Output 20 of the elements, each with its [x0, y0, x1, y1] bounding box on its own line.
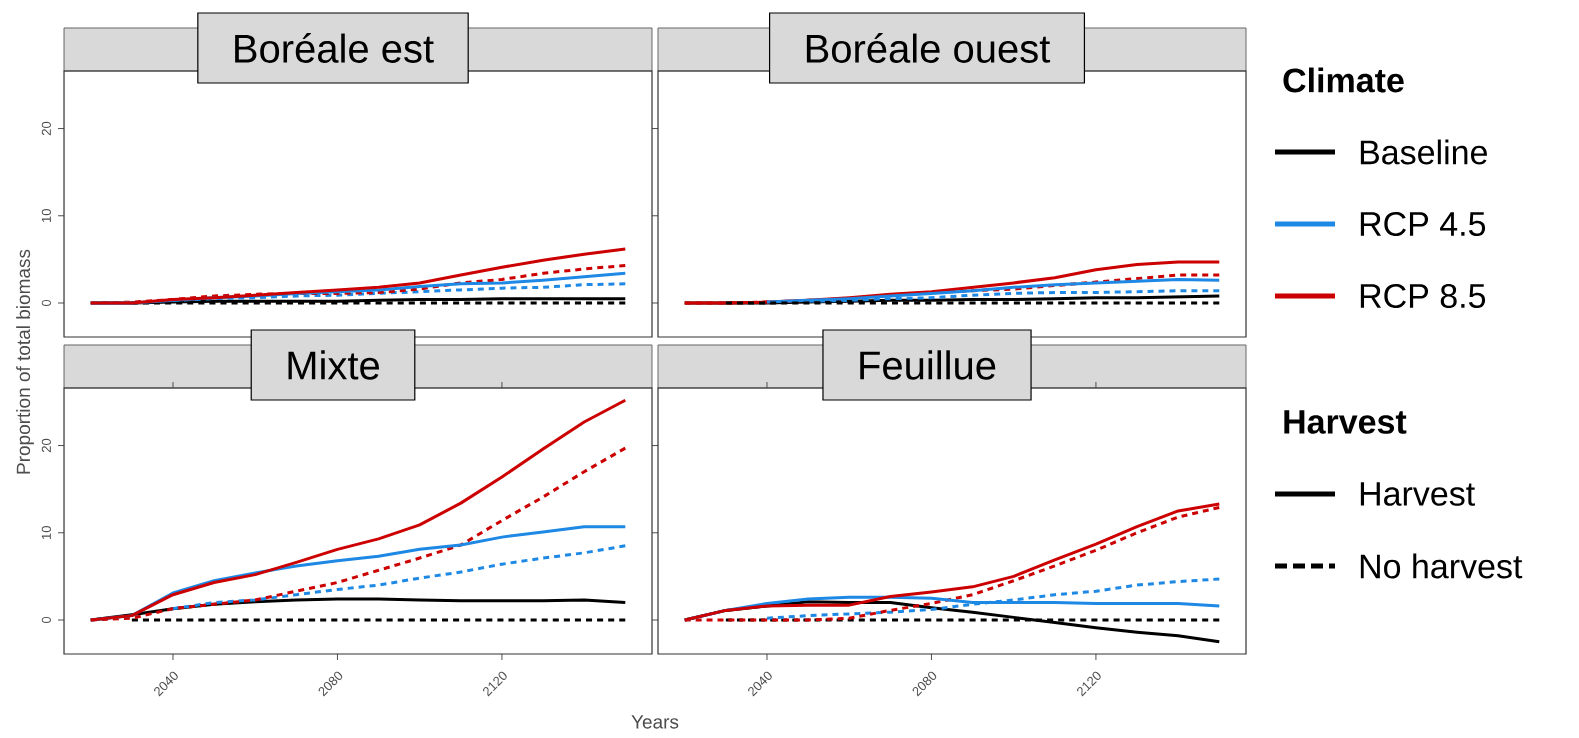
- legend-title: Climate: [1283, 67, 1404, 93]
- y-tick-label: 10: [41, 209, 51, 222]
- y-tick-label: 20: [41, 121, 51, 136]
- y-tick-label: 0: [41, 299, 51, 307]
- y-tick-label: 20: [41, 438, 51, 453]
- legend-label: RCP 4.5: [1360, 211, 1486, 237]
- chart-title: Mixte: [288, 350, 379, 380]
- y-tick-label: 10: [41, 526, 51, 539]
- legend-label: No harvest: [1360, 553, 1523, 579]
- chart-title: Boréale ouest: [806, 33, 1051, 63]
- legend-title: Harvest: [1284, 410, 1407, 434]
- legend-label: Baseline: [1360, 139, 1487, 165]
- legend-label: Harvest: [1360, 482, 1475, 506]
- y-tick-label: 0: [41, 616, 51, 624]
- legend-label: RCP 8.5: [1360, 283, 1486, 309]
- chart-title: Feuillue: [860, 350, 996, 380]
- x-axis-title: Years: [631, 715, 679, 729]
- y-axis-title: Proportion of total biomass: [16, 249, 34, 474]
- chart-title: Boréale est: [235, 33, 434, 63]
- line-series: [171, 544, 627, 611]
